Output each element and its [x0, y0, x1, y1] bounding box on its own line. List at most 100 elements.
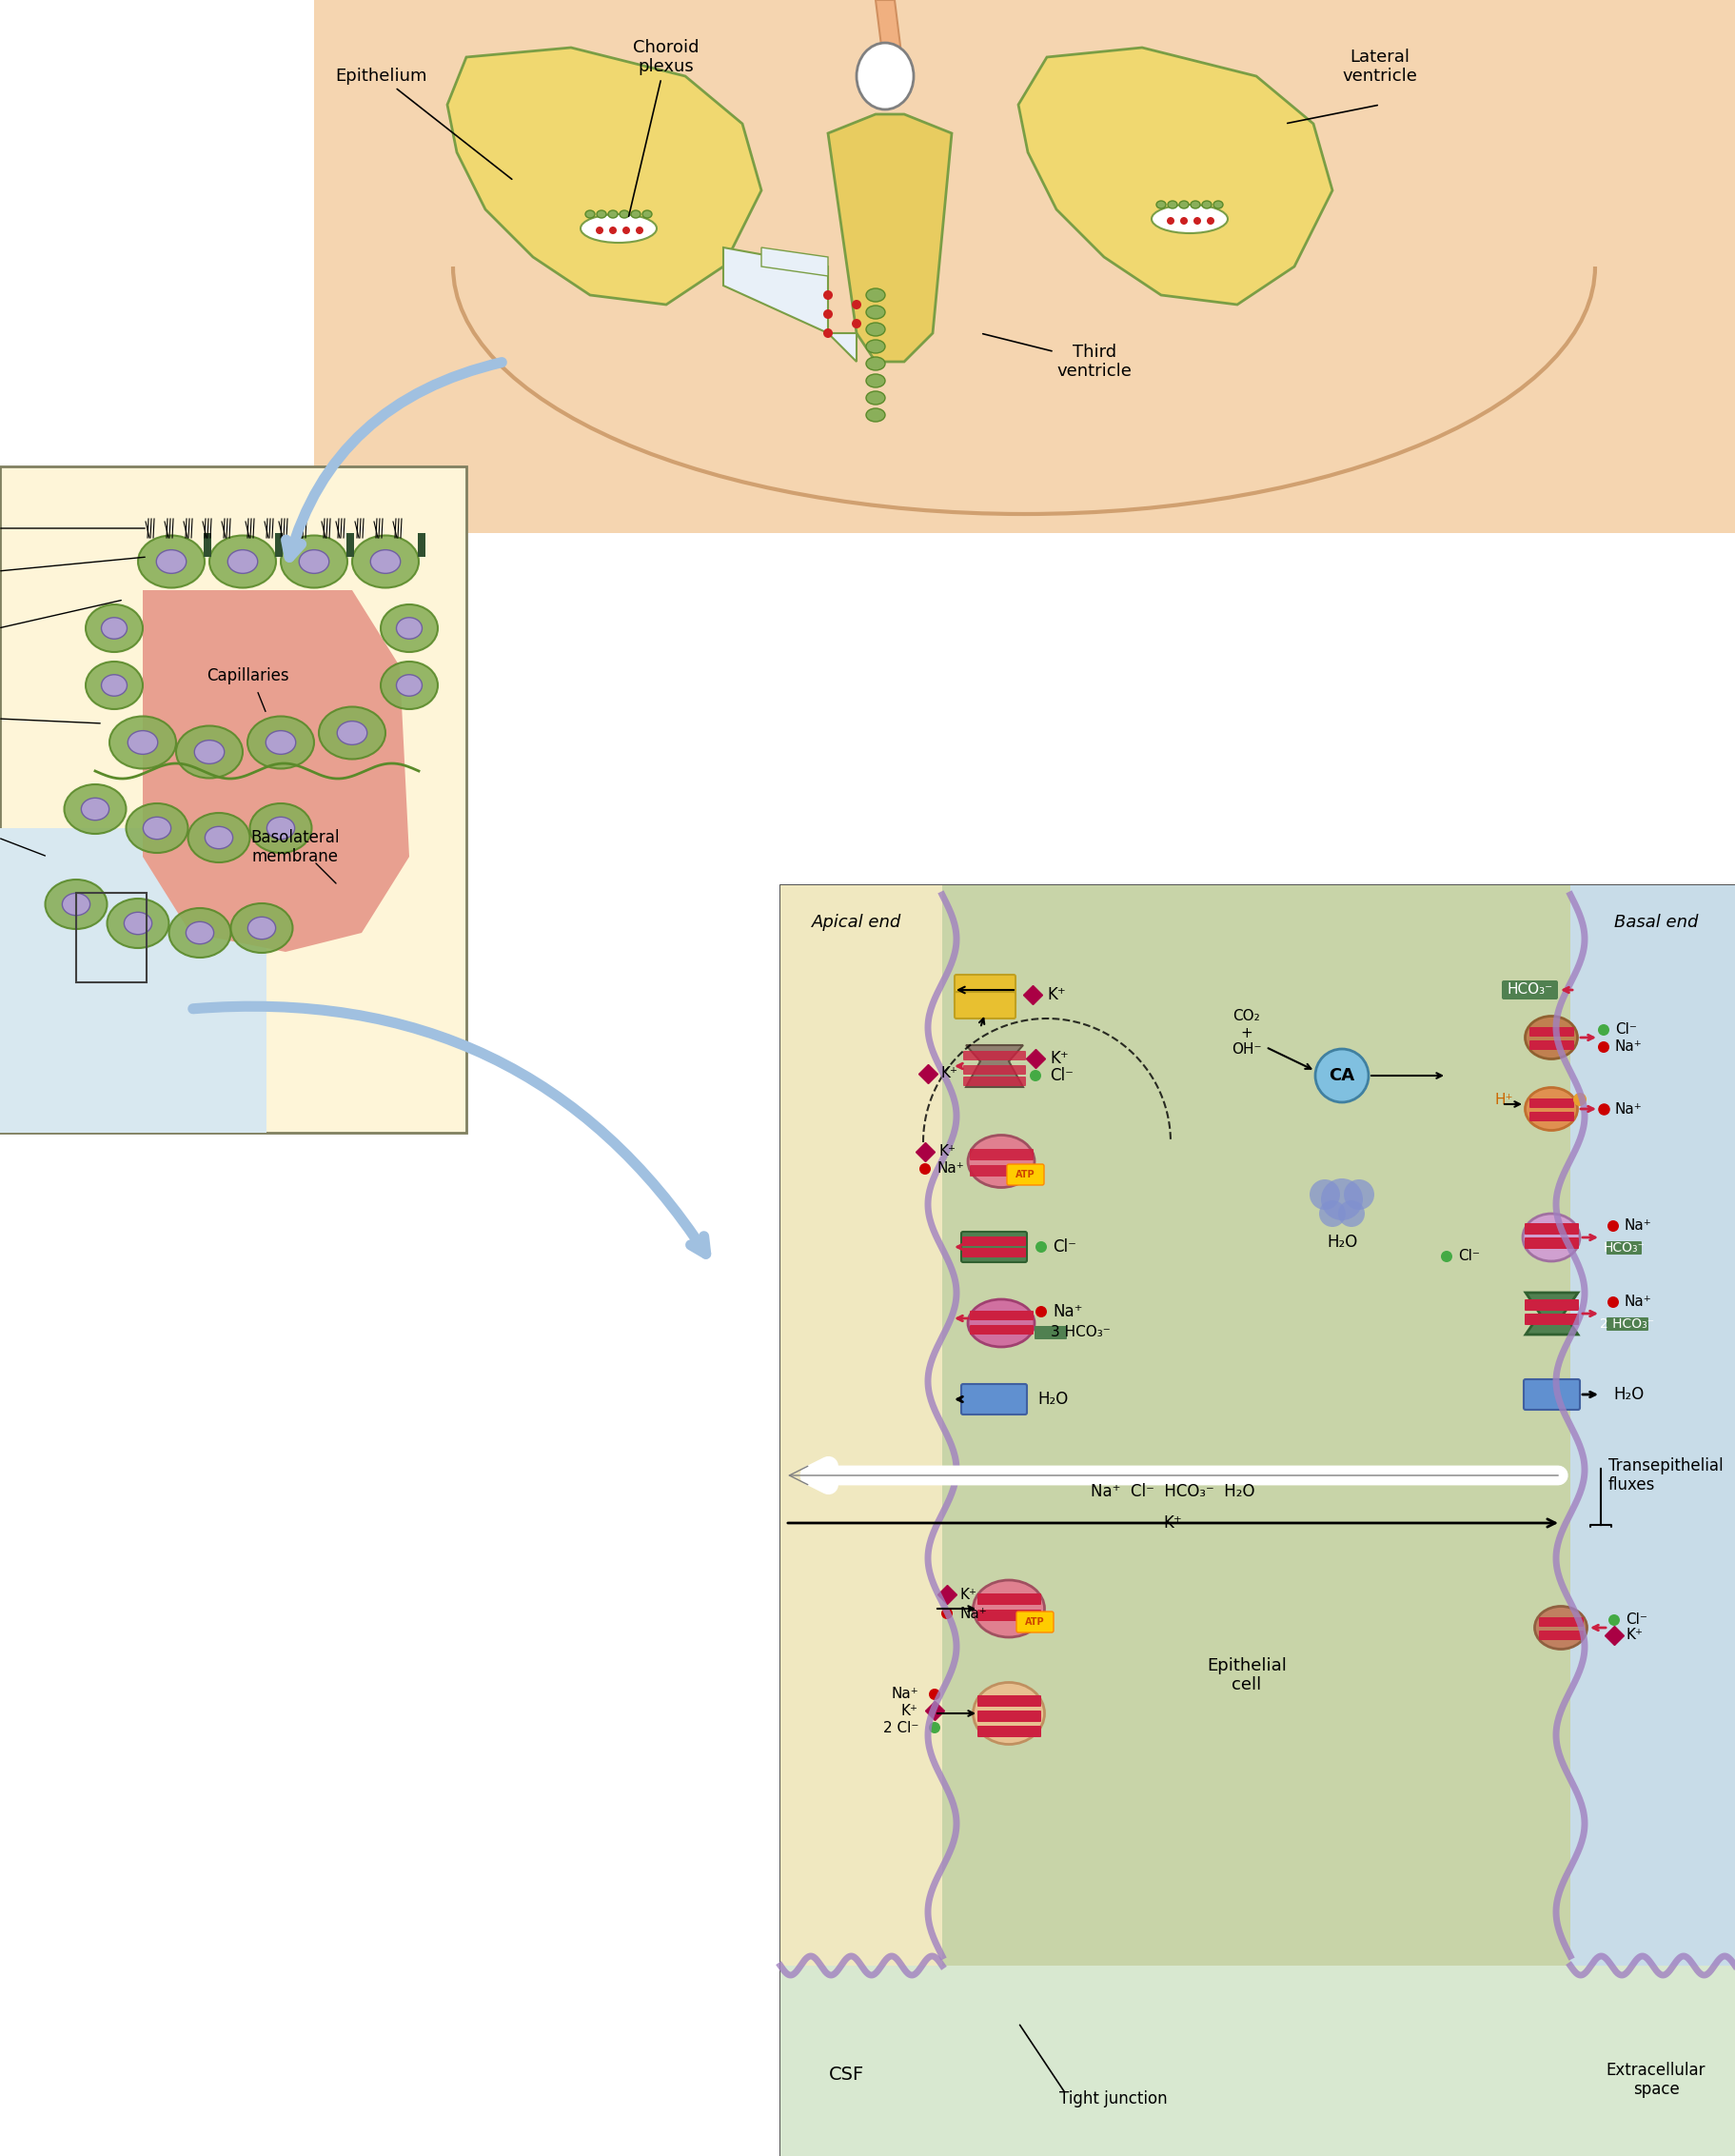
Circle shape [1608, 1615, 1620, 1626]
Circle shape [1194, 218, 1201, 224]
Polygon shape [448, 47, 762, 304]
FancyBboxPatch shape [942, 886, 1570, 2156]
Ellipse shape [85, 662, 142, 709]
Ellipse shape [298, 550, 330, 573]
Circle shape [822, 328, 833, 338]
FancyBboxPatch shape [963, 1065, 1025, 1074]
Text: K⁺: K⁺ [1164, 1514, 1183, 1531]
Ellipse shape [866, 407, 885, 423]
FancyBboxPatch shape [961, 1231, 1027, 1261]
Text: H₂O: H₂O [1038, 1391, 1069, 1408]
Ellipse shape [1535, 1606, 1588, 1649]
FancyBboxPatch shape [977, 1725, 1041, 1738]
FancyBboxPatch shape [954, 992, 1015, 1018]
Ellipse shape [973, 1580, 1044, 1636]
Text: Epithelial
cell: Epithelial cell [1208, 1656, 1287, 1695]
Circle shape [822, 308, 833, 319]
Circle shape [1598, 1041, 1610, 1052]
Text: Transepithelial
fluxes: Transepithelial fluxes [1608, 1457, 1723, 1494]
FancyBboxPatch shape [970, 1311, 1034, 1319]
Circle shape [1320, 1179, 1364, 1220]
Text: K⁺: K⁺ [940, 1067, 958, 1080]
Text: CO₂
+
OH⁻: CO₂ + OH⁻ [1232, 1009, 1261, 1056]
Ellipse shape [267, 817, 295, 839]
FancyBboxPatch shape [781, 886, 942, 2156]
FancyBboxPatch shape [781, 1966, 1735, 2156]
FancyBboxPatch shape [314, 0, 1735, 533]
Circle shape [928, 1723, 940, 1733]
FancyBboxPatch shape [1034, 1326, 1067, 1339]
FancyBboxPatch shape [1607, 1242, 1641, 1255]
Ellipse shape [101, 675, 127, 696]
Text: K⁺: K⁺ [1050, 1050, 1069, 1067]
Ellipse shape [1523, 1214, 1581, 1261]
Ellipse shape [109, 716, 175, 770]
Circle shape [1310, 1179, 1339, 1210]
Text: H₂O: H₂O [1327, 1233, 1357, 1250]
Circle shape [920, 1164, 930, 1175]
Ellipse shape [248, 716, 314, 770]
Ellipse shape [281, 535, 347, 589]
Ellipse shape [64, 785, 127, 834]
Ellipse shape [597, 211, 606, 218]
Text: Na⁺: Na⁺ [1624, 1218, 1652, 1233]
Polygon shape [142, 591, 409, 953]
Ellipse shape [156, 550, 186, 573]
Text: Cl⁻: Cl⁻ [1615, 1022, 1636, 1037]
Ellipse shape [62, 893, 90, 916]
Text: Cl⁻: Cl⁻ [1626, 1613, 1647, 1628]
Circle shape [1036, 1307, 1046, 1317]
Text: ATP: ATP [1025, 1617, 1044, 1628]
Text: Capillaries: Capillaries [206, 666, 288, 683]
Ellipse shape [85, 604, 142, 651]
Ellipse shape [352, 535, 418, 589]
FancyBboxPatch shape [1503, 981, 1558, 1000]
Bar [347, 533, 354, 556]
Circle shape [595, 226, 604, 235]
Text: Lateral
ventricle: Lateral ventricle [1343, 47, 1417, 84]
Ellipse shape [337, 720, 368, 744]
Circle shape [1607, 1220, 1619, 1231]
Polygon shape [828, 114, 953, 362]
FancyBboxPatch shape [963, 1076, 1025, 1087]
Text: K⁺: K⁺ [900, 1703, 918, 1718]
Ellipse shape [265, 731, 295, 755]
FancyBboxPatch shape [963, 1248, 1025, 1257]
FancyBboxPatch shape [963, 1050, 1025, 1061]
Ellipse shape [227, 550, 259, 573]
Text: 2 HCO₃⁻: 2 HCO₃⁻ [1600, 1317, 1655, 1330]
Text: Cl⁻: Cl⁻ [1050, 1067, 1074, 1084]
Ellipse shape [968, 1300, 1034, 1348]
Ellipse shape [619, 211, 630, 218]
FancyBboxPatch shape [977, 1695, 1041, 1708]
Text: K⁺: K⁺ [1626, 1628, 1643, 1643]
Text: Na⁺  Cl⁻  HCO₃⁻  H₂O: Na⁺ Cl⁻ HCO₃⁻ H₂O [1091, 1483, 1254, 1501]
FancyBboxPatch shape [1017, 1611, 1053, 1632]
Polygon shape [1018, 47, 1332, 304]
Ellipse shape [248, 916, 276, 940]
FancyBboxPatch shape [977, 1593, 1041, 1604]
Ellipse shape [250, 804, 312, 854]
Circle shape [1180, 218, 1188, 224]
Circle shape [1315, 1050, 1369, 1102]
Text: Epithelium: Epithelium [335, 67, 512, 179]
Text: K⁺: K⁺ [959, 1587, 977, 1602]
Text: Na⁺: Na⁺ [1615, 1039, 1643, 1054]
Ellipse shape [866, 323, 885, 336]
Ellipse shape [973, 1682, 1044, 1744]
FancyBboxPatch shape [1006, 1164, 1044, 1186]
Ellipse shape [82, 798, 109, 819]
FancyBboxPatch shape [961, 1384, 1027, 1414]
Circle shape [1168, 218, 1175, 224]
Text: Na⁺: Na⁺ [1053, 1302, 1083, 1319]
Text: Na⁺: Na⁺ [937, 1162, 965, 1175]
Ellipse shape [866, 289, 885, 302]
FancyBboxPatch shape [1523, 1380, 1581, 1410]
Text: CA: CA [1329, 1067, 1355, 1084]
FancyBboxPatch shape [970, 1149, 1034, 1160]
Ellipse shape [866, 390, 885, 405]
Ellipse shape [1156, 201, 1166, 209]
Polygon shape [314, 0, 1735, 533]
Text: Extracellular
space: Extracellular space [1607, 2061, 1706, 2098]
Ellipse shape [857, 43, 914, 110]
